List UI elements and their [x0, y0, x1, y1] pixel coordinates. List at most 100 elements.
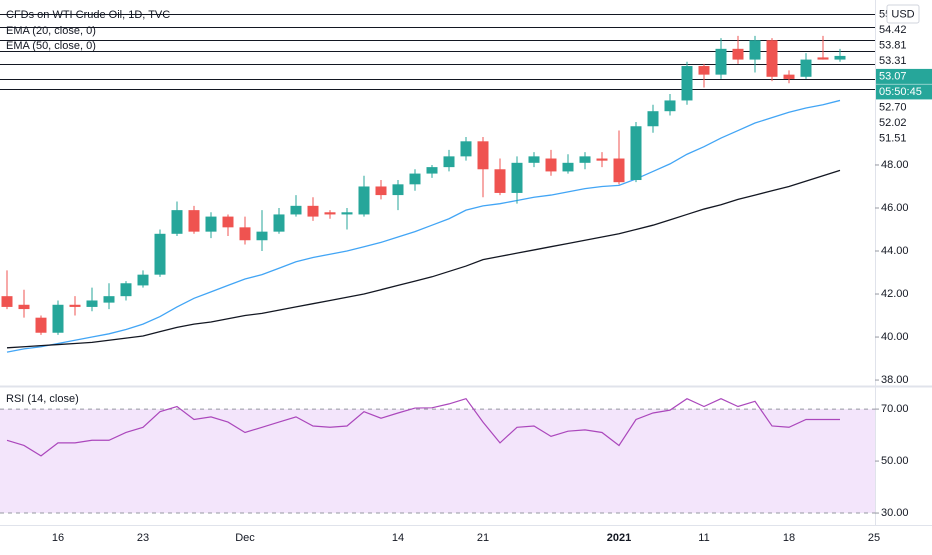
candle-body	[171, 210, 183, 234]
candle-body	[800, 59, 812, 77]
candle-body	[460, 141, 472, 157]
candle-body	[18, 304, 30, 310]
candle-body	[477, 141, 489, 170]
candle-body	[307, 205, 319, 217]
countdown-label: 05:50:45	[879, 86, 922, 98]
candle-body	[664, 100, 676, 112]
level-label-bg	[876, 99, 932, 115]
candle-body	[783, 74, 795, 79]
y-tick-label: 44.00	[881, 245, 909, 257]
candle-body	[749, 40, 761, 60]
candle-body	[443, 156, 455, 168]
candle-body	[341, 212, 353, 215]
candle-body	[256, 231, 268, 241]
candle-body	[69, 304, 81, 307]
ema-line	[6, 99, 841, 353]
y-tick-label: 48.00	[881, 159, 909, 171]
currency-box	[886, 4, 920, 24]
x-tick-label: 11	[698, 532, 709, 544]
candle-body	[681, 66, 693, 101]
x-tick-label: 16	[52, 532, 64, 544]
candle-body	[239, 227, 251, 241]
x-tick-label: 2021	[607, 532, 631, 544]
axis-layer	[0, 0, 932, 526]
candle-body	[137, 274, 149, 286]
legend-entry: EMA (50, close, 0)	[6, 40, 96, 52]
candle-body	[817, 57, 829, 60]
candle-body	[86, 300, 98, 307]
legend: CFDs on WTI Crude Oil, 1D, TVC EMA (20, …	[6, 9, 170, 405]
candle-body	[766, 40, 778, 77]
level-label: 52.02	[879, 117, 907, 129]
candle-body	[273, 214, 285, 232]
candle-body	[698, 66, 710, 75]
rsi-legend: RSI (14, close)	[6, 393, 79, 405]
candle-body	[494, 169, 506, 193]
candle-body	[715, 48, 727, 75]
candle-body	[834, 55, 846, 60]
x-tick-label: 14	[392, 532, 404, 544]
legend-entry: EMA (20, close, 0)	[6, 25, 96, 37]
rsi-tick-label: 30.00	[881, 507, 909, 519]
ema-line	[6, 169, 841, 349]
countdown-label-bg	[876, 84, 932, 100]
candle-body	[358, 186, 370, 215]
candle-body	[188, 210, 200, 232]
candle-body	[154, 233, 166, 275]
level-label: 53.31	[879, 55, 907, 67]
candle-body	[613, 158, 625, 183]
candle-body	[647, 111, 659, 127]
candle-body	[103, 296, 115, 303]
rsi-tick-label: 70.00	[881, 403, 909, 415]
y-tick-label: 42.00	[881, 288, 909, 300]
candle-body	[290, 205, 302, 215]
candle-body	[409, 173, 421, 185]
level-label: 51.51	[879, 132, 907, 144]
candle-body	[562, 162, 574, 172]
level-label-bg	[876, 53, 932, 69]
level-label-bg	[876, 37, 932, 53]
chart-title: CFDs on WTI Crude Oil, 1D, TVC	[6, 9, 170, 21]
level-label: 53.81	[879, 39, 907, 51]
candle-body	[52, 304, 64, 333]
candle-body	[596, 158, 608, 161]
candle-body	[375, 186, 387, 196]
candle-body	[324, 212, 336, 215]
currency: USD	[891, 8, 914, 20]
y-tick-label: 46.00	[881, 202, 909, 214]
candle-body	[35, 317, 47, 333]
level-label-bg	[876, 22, 932, 38]
rsi-line	[6, 397, 840, 457]
level-label: 52.70	[879, 101, 907, 113]
x-tick-label: 25	[868, 532, 880, 544]
candle-body	[392, 184, 404, 196]
level-label-bg	[876, 130, 932, 146]
candle-body	[222, 216, 234, 228]
last-price-label: 53.07	[879, 70, 907, 82]
candle-body	[1, 296, 13, 307]
last-price-label-bg	[876, 68, 932, 84]
x-tick-label: Dec	[235, 532, 255, 544]
candle-body	[426, 167, 438, 174]
candle-body	[528, 156, 540, 163]
level-label-bg	[876, 115, 932, 131]
top-layer: USD	[886, 4, 920, 24]
candle-body	[732, 48, 744, 60]
candle-body	[120, 283, 132, 297]
x-tick-label: 18	[783, 532, 795, 544]
candle-body	[630, 126, 642, 181]
candle-body	[511, 162, 523, 193]
plot-layer	[1, 35, 846, 457]
y-tick-label: 40.00	[881, 331, 909, 343]
x-tick-label: 23	[137, 532, 149, 544]
y-tick-label: 38.00	[881, 374, 909, 386]
candle-body	[205, 216, 217, 232]
x-tick-label: 21	[477, 532, 489, 544]
back-layer	[0, 14, 875, 514]
rsi-band	[0, 409, 875, 514]
candle-body	[579, 156, 591, 163]
rsi-tick-label: 50.00	[881, 455, 909, 467]
level-label: 54.42	[879, 24, 907, 36]
label-layer: 48.00 46.00 44.00 42.00 40.00 38.00 70.00 50.00…	[52, 6, 932, 544]
